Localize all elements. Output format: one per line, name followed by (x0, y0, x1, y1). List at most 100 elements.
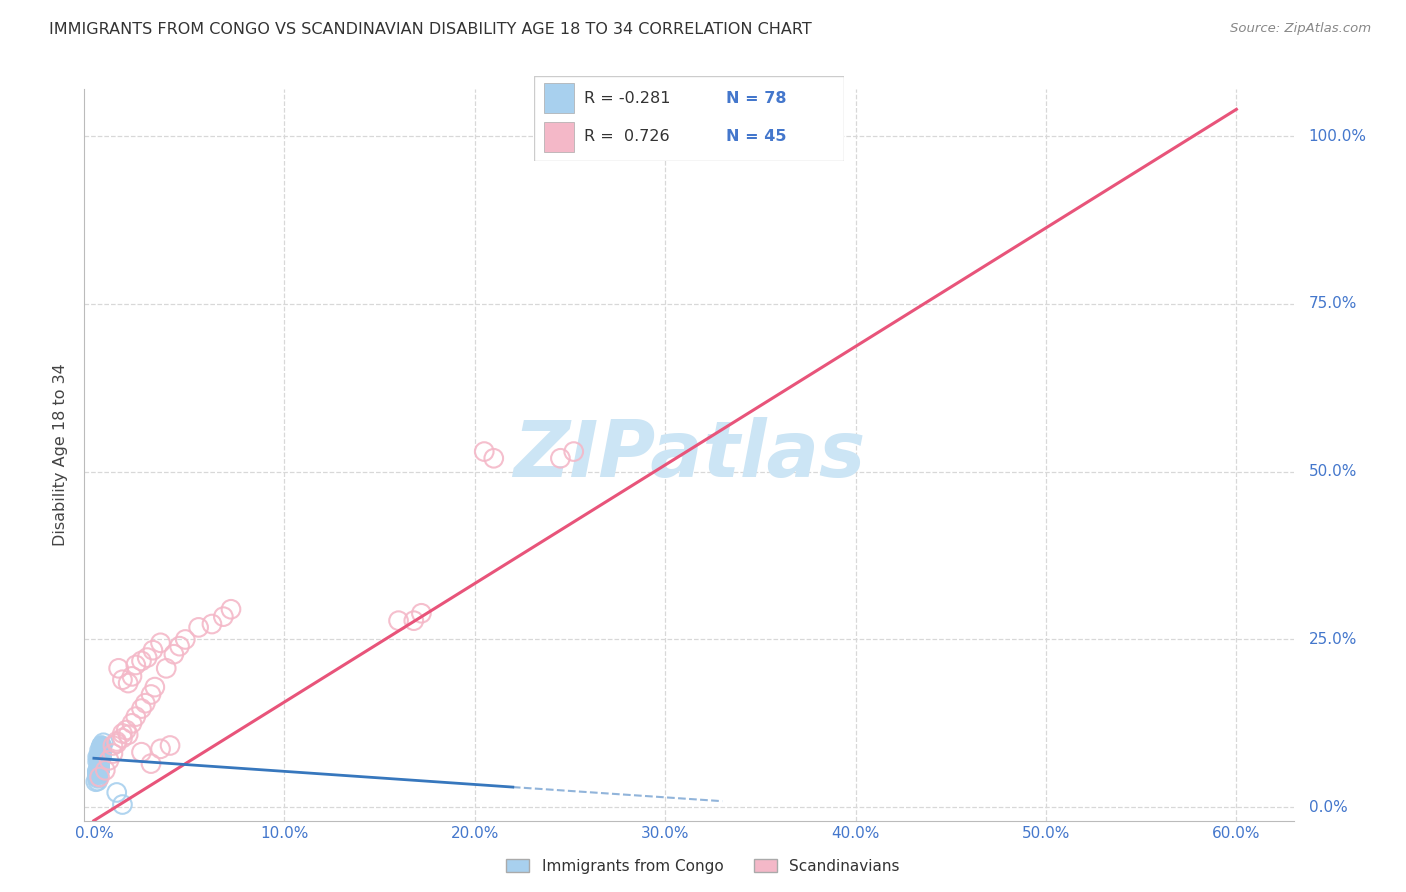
Point (131, 654, 153, 668)
Point (93, 736, 115, 750)
Point (482, 451, 505, 466)
Point (89, 750, 111, 764)
Point (111, 731, 134, 745)
Point (89, 763, 111, 777)
Point (90, 747, 112, 762)
Point (90, 740, 112, 755)
Point (89, 753, 111, 767)
Point (219, 602, 242, 616)
Point (90, 741, 112, 756)
Point (90, 745, 112, 759)
Point (90, 744, 112, 758)
Text: Source: ZipAtlas.com: Source: ZipAtlas.com (1230, 22, 1371, 36)
Point (131, 745, 153, 759)
Point (86, 766, 108, 780)
Point (89, 757, 111, 772)
Text: IMMIGRANTS FROM CONGO VS SCANDINAVIAN DISABILITY AGE 18 TO 34 CORRELATION CHART: IMMIGRANTS FROM CONGO VS SCANDINAVIAN DI… (49, 22, 811, 37)
Point (169, 639, 191, 653)
FancyBboxPatch shape (544, 84, 575, 113)
Point (90, 748, 112, 763)
Text: N = 78: N = 78 (725, 91, 786, 106)
Point (89, 761, 111, 775)
Point (86, 764, 108, 778)
Point (143, 680, 166, 694)
Point (155, 661, 177, 675)
Text: N = 45: N = 45 (725, 129, 786, 145)
Point (86, 767, 108, 781)
Point (174, 632, 197, 647)
Point (105, 734, 128, 748)
Point (86, 764, 108, 779)
Point (125, 657, 148, 672)
Point (149, 636, 172, 650)
Point (90, 745, 112, 759)
Point (90, 747, 112, 761)
Point (159, 739, 181, 753)
Point (90, 739, 112, 753)
Point (101, 739, 124, 753)
Point (101, 747, 124, 761)
Point (89, 758, 111, 772)
Point (90, 746, 112, 760)
Point (89, 750, 111, 764)
Point (90, 749, 112, 764)
Point (86, 766, 108, 780)
Point (86, 766, 108, 780)
Point (98, 753, 121, 767)
Point (136, 650, 159, 665)
Point (89, 761, 111, 775)
Legend: Immigrants from Congo, Scandinavians: Immigrants from Congo, Scandinavians (501, 853, 905, 880)
Point (89, 756, 111, 770)
Point (89, 752, 111, 766)
Point (89, 756, 111, 771)
Point (89, 749, 111, 764)
Point (89, 753, 111, 767)
Point (89, 759, 111, 773)
Point (142, 643, 165, 657)
Point (86, 768, 108, 782)
Point (89, 761, 111, 775)
Point (105, 736, 128, 750)
Point (89, 743, 111, 757)
Point (111, 673, 134, 687)
Point (90, 747, 112, 762)
Text: 100.0%: 100.0% (1309, 128, 1367, 144)
Point (89, 761, 111, 775)
Point (86, 774, 108, 789)
Point (89, 750, 111, 764)
Point (411, 607, 433, 621)
Point (89, 756, 111, 771)
Point (402, 614, 425, 628)
Point (212, 609, 235, 624)
Point (90, 743, 112, 757)
Point (89, 770, 111, 784)
Point (90, 742, 112, 756)
Point (89, 760, 111, 774)
Point (90, 746, 112, 760)
Point (105, 785, 128, 799)
Point (139, 756, 162, 771)
Point (89, 755, 111, 769)
Point (86, 764, 108, 778)
Text: 25.0%: 25.0% (1309, 632, 1357, 647)
Point (89, 752, 111, 766)
Point (90, 747, 112, 761)
Y-axis label: Disability Age 18 to 34: Disability Age 18 to 34 (53, 364, 69, 546)
Point (149, 742, 172, 756)
Point (387, 614, 409, 628)
Text: R =  0.726: R = 0.726 (583, 129, 669, 145)
Point (117, 676, 139, 690)
Point (89, 756, 111, 770)
Point (89, 756, 111, 770)
Point (117, 728, 139, 742)
Point (163, 647, 186, 661)
Point (89, 758, 111, 772)
Point (89, 761, 111, 775)
Point (187, 620, 209, 634)
Point (550, 451, 572, 466)
Point (86, 770, 108, 784)
Point (89, 758, 111, 772)
Point (89, 764, 111, 778)
Point (472, 444, 495, 458)
Point (89, 755, 111, 769)
